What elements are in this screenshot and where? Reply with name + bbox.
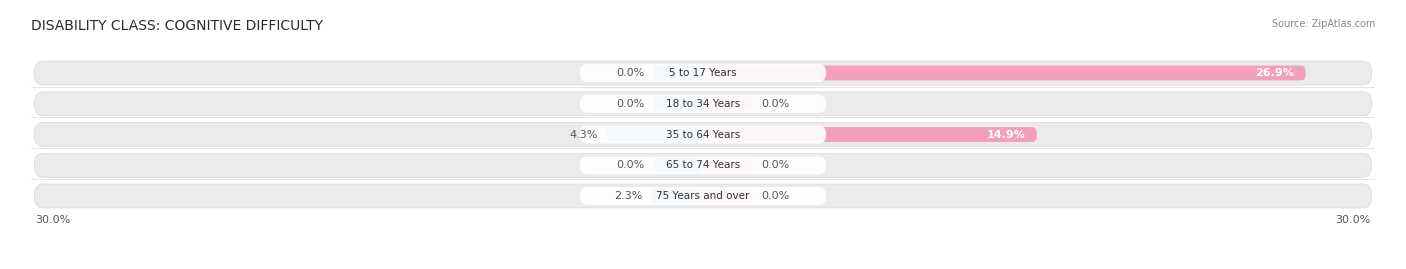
- Text: 0.0%: 0.0%: [761, 160, 790, 170]
- Text: 2.3%: 2.3%: [614, 191, 643, 201]
- FancyBboxPatch shape: [606, 127, 703, 142]
- Text: Source: ZipAtlas.com: Source: ZipAtlas.com: [1271, 19, 1375, 29]
- Text: 5 to 17 Years: 5 to 17 Years: [669, 68, 737, 78]
- FancyBboxPatch shape: [654, 158, 703, 173]
- Text: 0.0%: 0.0%: [761, 99, 790, 109]
- Text: 0.0%: 0.0%: [761, 191, 790, 201]
- FancyBboxPatch shape: [579, 64, 827, 82]
- FancyBboxPatch shape: [34, 122, 1372, 147]
- FancyBboxPatch shape: [703, 189, 752, 203]
- FancyBboxPatch shape: [651, 189, 703, 203]
- Text: 0.0%: 0.0%: [616, 99, 645, 109]
- FancyBboxPatch shape: [34, 184, 1372, 208]
- Text: 75 Years and over: 75 Years and over: [657, 191, 749, 201]
- Text: DISABILITY CLASS: COGNITIVE DIFFICULTY: DISABILITY CLASS: COGNITIVE DIFFICULTY: [31, 19, 323, 33]
- Text: 0.0%: 0.0%: [616, 68, 645, 78]
- Text: 30.0%: 30.0%: [1336, 215, 1371, 225]
- FancyBboxPatch shape: [34, 153, 1372, 177]
- Text: 30.0%: 30.0%: [35, 215, 70, 225]
- Text: 65 to 74 Years: 65 to 74 Years: [666, 160, 740, 170]
- FancyBboxPatch shape: [34, 61, 1372, 85]
- FancyBboxPatch shape: [703, 66, 1306, 80]
- FancyBboxPatch shape: [579, 156, 827, 174]
- FancyBboxPatch shape: [579, 95, 827, 113]
- FancyBboxPatch shape: [703, 127, 1036, 142]
- Text: 35 to 64 Years: 35 to 64 Years: [666, 129, 740, 140]
- FancyBboxPatch shape: [579, 126, 827, 143]
- Text: 26.9%: 26.9%: [1256, 68, 1295, 78]
- Text: 0.0%: 0.0%: [616, 160, 645, 170]
- FancyBboxPatch shape: [579, 187, 827, 205]
- FancyBboxPatch shape: [703, 96, 752, 111]
- FancyBboxPatch shape: [34, 92, 1372, 116]
- Text: 18 to 34 Years: 18 to 34 Years: [666, 99, 740, 109]
- Text: 14.9%: 14.9%: [987, 129, 1025, 140]
- Text: 4.3%: 4.3%: [569, 129, 598, 140]
- FancyBboxPatch shape: [703, 158, 752, 173]
- FancyBboxPatch shape: [654, 96, 703, 111]
- FancyBboxPatch shape: [654, 66, 703, 80]
